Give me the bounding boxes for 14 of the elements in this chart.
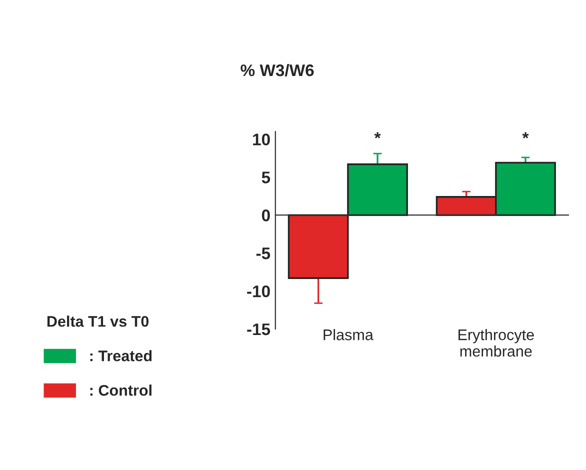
legend-label: : Control [90,384,152,396]
x-tick-label: Erythrocyte membrane [458,329,534,357]
legend-label: : Treated [90,350,152,362]
x-tick-label: Plasma [324,329,374,340]
y-tick-label: 5 [262,172,270,184]
annotation: * [374,132,381,138]
y-tick-label: -5 [256,248,270,260]
annotation: * [522,132,529,138]
legend-title: Delta T1 vs T0 [47,316,149,327]
chart-title: % W3/W6 [240,64,314,76]
y-tick-label: 0 [262,210,270,222]
y-tick-label: -15 [247,324,270,336]
y-tick-label: 10 [253,134,270,146]
y-tick-label: -10 [247,285,270,298]
